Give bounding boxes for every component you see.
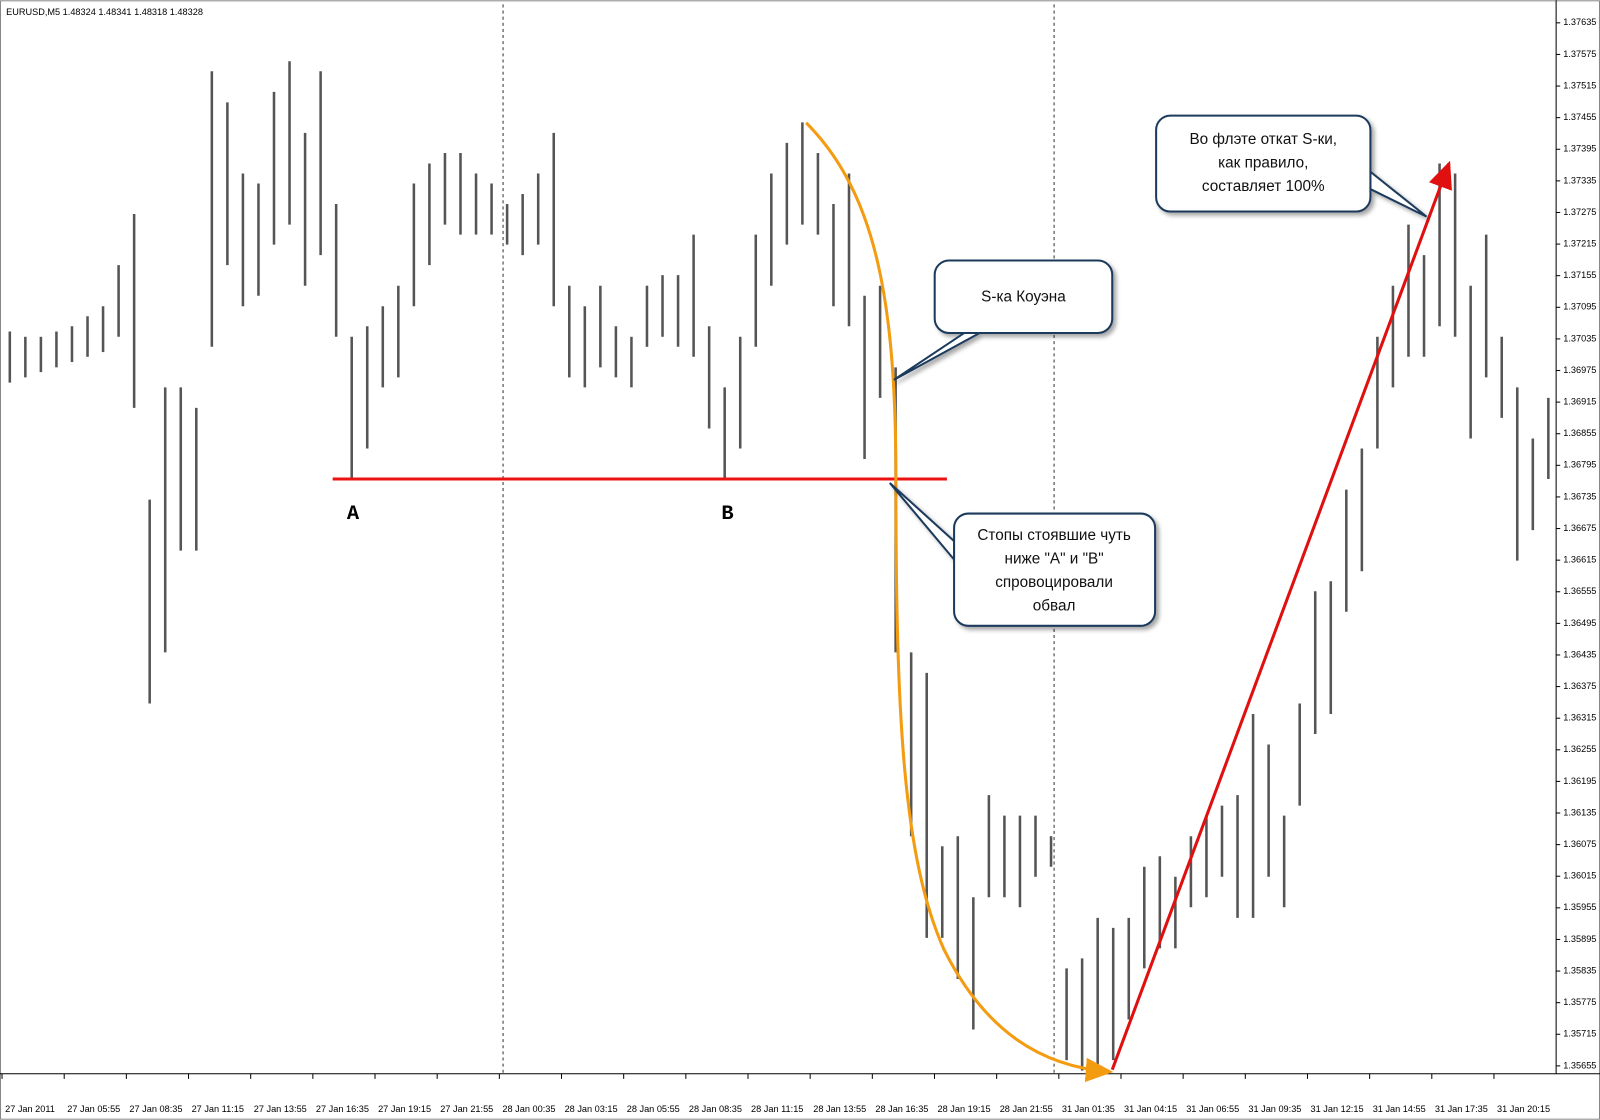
y-tick-label: 1.37095 bbox=[1563, 302, 1596, 312]
callout-box bbox=[933, 259, 1114, 334]
x-tick-label: 27 Jan 11:15 bbox=[192, 1104, 244, 1114]
x-tick-label: 31 Jan 12:15 bbox=[1311, 1104, 1364, 1114]
curve-arrow bbox=[805, 121, 1114, 1083]
y-tick-label: 1.37575 bbox=[1563, 49, 1596, 59]
y-tick-label: 1.36675 bbox=[1563, 523, 1596, 533]
y-tick-label: 1.37635 bbox=[1563, 17, 1596, 27]
y-tick-label: 1.35655 bbox=[1563, 1060, 1596, 1070]
chart-title: EURUSD,M5 1.48324 1.48341 1.48318 1.4832… bbox=[6, 7, 203, 17]
callout-text: обвал bbox=[1033, 597, 1076, 614]
y-tick-label: 1.36555 bbox=[1563, 586, 1596, 596]
x-tick-label: 28 Jan 19:15 bbox=[938, 1104, 991, 1114]
x-tick-label: 28 Jan 08:35 bbox=[689, 1104, 742, 1114]
y-tick-label: 1.36855 bbox=[1563, 428, 1596, 438]
x-tick-label: 28 Jan 16:35 bbox=[875, 1104, 928, 1114]
callout-box bbox=[953, 512, 1157, 627]
point-label: A bbox=[347, 503, 360, 526]
y-tick-label: 1.36795 bbox=[1563, 460, 1596, 470]
x-tick-label: 27 Jan 16:35 bbox=[316, 1104, 369, 1114]
rise-arrow bbox=[1110, 160, 1452, 1071]
y-tick-label: 1.36915 bbox=[1563, 397, 1596, 407]
y-tick-label: 1.36135 bbox=[1563, 807, 1596, 817]
x-tick-label: 27 Jan 2011 bbox=[5, 1104, 55, 1114]
y-tick-label: 1.36975 bbox=[1563, 365, 1596, 375]
y-tick-label: 1.37275 bbox=[1563, 207, 1596, 217]
callout-text: ниже "A" и "B" bbox=[1005, 551, 1104, 568]
callout-text: составляет 100% bbox=[1202, 178, 1325, 195]
x-tick-label: 28 Jan 11:15 bbox=[751, 1104, 803, 1114]
y-tick-label: 1.36255 bbox=[1563, 744, 1596, 754]
callout-text: Стопы стоявшие чуть bbox=[977, 527, 1131, 544]
y-tick-label: 1.37395 bbox=[1563, 144, 1596, 154]
x-tick-label: 27 Jan 19:15 bbox=[378, 1104, 431, 1114]
callout-text: S-ка Коуэна bbox=[981, 288, 1066, 305]
y-tick-label: 1.36735 bbox=[1563, 491, 1596, 501]
callout-text: спровоцировали bbox=[995, 574, 1113, 591]
y-tick-label: 1.36015 bbox=[1563, 871, 1596, 881]
x-tick-label: 27 Jan 13:55 bbox=[254, 1104, 307, 1114]
callout-text: как правило, bbox=[1218, 155, 1308, 172]
y-tick-label: 1.36615 bbox=[1563, 555, 1596, 565]
y-tick-label: 1.37155 bbox=[1563, 270, 1596, 280]
y-tick-label: 1.35715 bbox=[1563, 1029, 1596, 1039]
y-tick-label: 1.35835 bbox=[1563, 965, 1596, 975]
y-tick-label: 1.35775 bbox=[1563, 997, 1596, 1007]
x-tick-label: 31 Jan 14:55 bbox=[1373, 1104, 1426, 1114]
callout-box bbox=[1155, 114, 1372, 213]
x-tick-label: 27 Jan 21:55 bbox=[440, 1104, 493, 1114]
y-tick-label: 1.36195 bbox=[1563, 776, 1596, 786]
y-tick-label: 1.36075 bbox=[1563, 839, 1596, 849]
x-tick-label: 31 Jan 01:35 bbox=[1062, 1104, 1115, 1114]
x-tick-label: 27 Jan 08:35 bbox=[129, 1104, 182, 1114]
y-tick-label: 1.35955 bbox=[1563, 902, 1596, 912]
y-tick-label: 1.37515 bbox=[1563, 80, 1596, 90]
y-tick-label: 1.37335 bbox=[1563, 175, 1596, 185]
y-tick-label: 1.37035 bbox=[1563, 333, 1596, 343]
bars bbox=[8, 61, 1550, 1071]
x-tick-label: 27 Jan 05:55 bbox=[67, 1104, 120, 1114]
y-tick-label: 1.36375 bbox=[1563, 681, 1596, 691]
callout-text: Во флэте откат S-ки, bbox=[1189, 131, 1337, 148]
y-tick-label: 1.36495 bbox=[1563, 618, 1596, 628]
x-tick-label: 28 Jan 00:35 bbox=[502, 1104, 555, 1114]
x-tick-label: 28 Jan 21:55 bbox=[1000, 1104, 1053, 1114]
x-tick-label: 31 Jan 20:15 bbox=[1497, 1104, 1550, 1114]
x-tick-label: 28 Jan 03:15 bbox=[565, 1104, 618, 1114]
x-tick-label: 28 Jan 05:55 bbox=[627, 1104, 680, 1114]
x-tick-label: 31 Jan 06:55 bbox=[1186, 1104, 1239, 1114]
y-tick-label: 1.37215 bbox=[1563, 239, 1596, 249]
point-label: B bbox=[721, 503, 733, 526]
y-tick-label: 1.36315 bbox=[1563, 713, 1596, 723]
callout bbox=[889, 114, 1428, 627]
y-tick-label: 1.36435 bbox=[1563, 649, 1596, 659]
x-tick-label: 31 Jan 04:15 bbox=[1124, 1104, 1177, 1114]
x-tick-label: 31 Jan 09:35 bbox=[1248, 1104, 1301, 1114]
y-tick-label: 1.35895 bbox=[1563, 934, 1596, 944]
x-tick-label: 31 Jan 17:35 bbox=[1435, 1104, 1488, 1114]
y-tick-label: 1.37455 bbox=[1563, 112, 1596, 122]
x-tick-label: 28 Jan 13:55 bbox=[813, 1104, 866, 1114]
